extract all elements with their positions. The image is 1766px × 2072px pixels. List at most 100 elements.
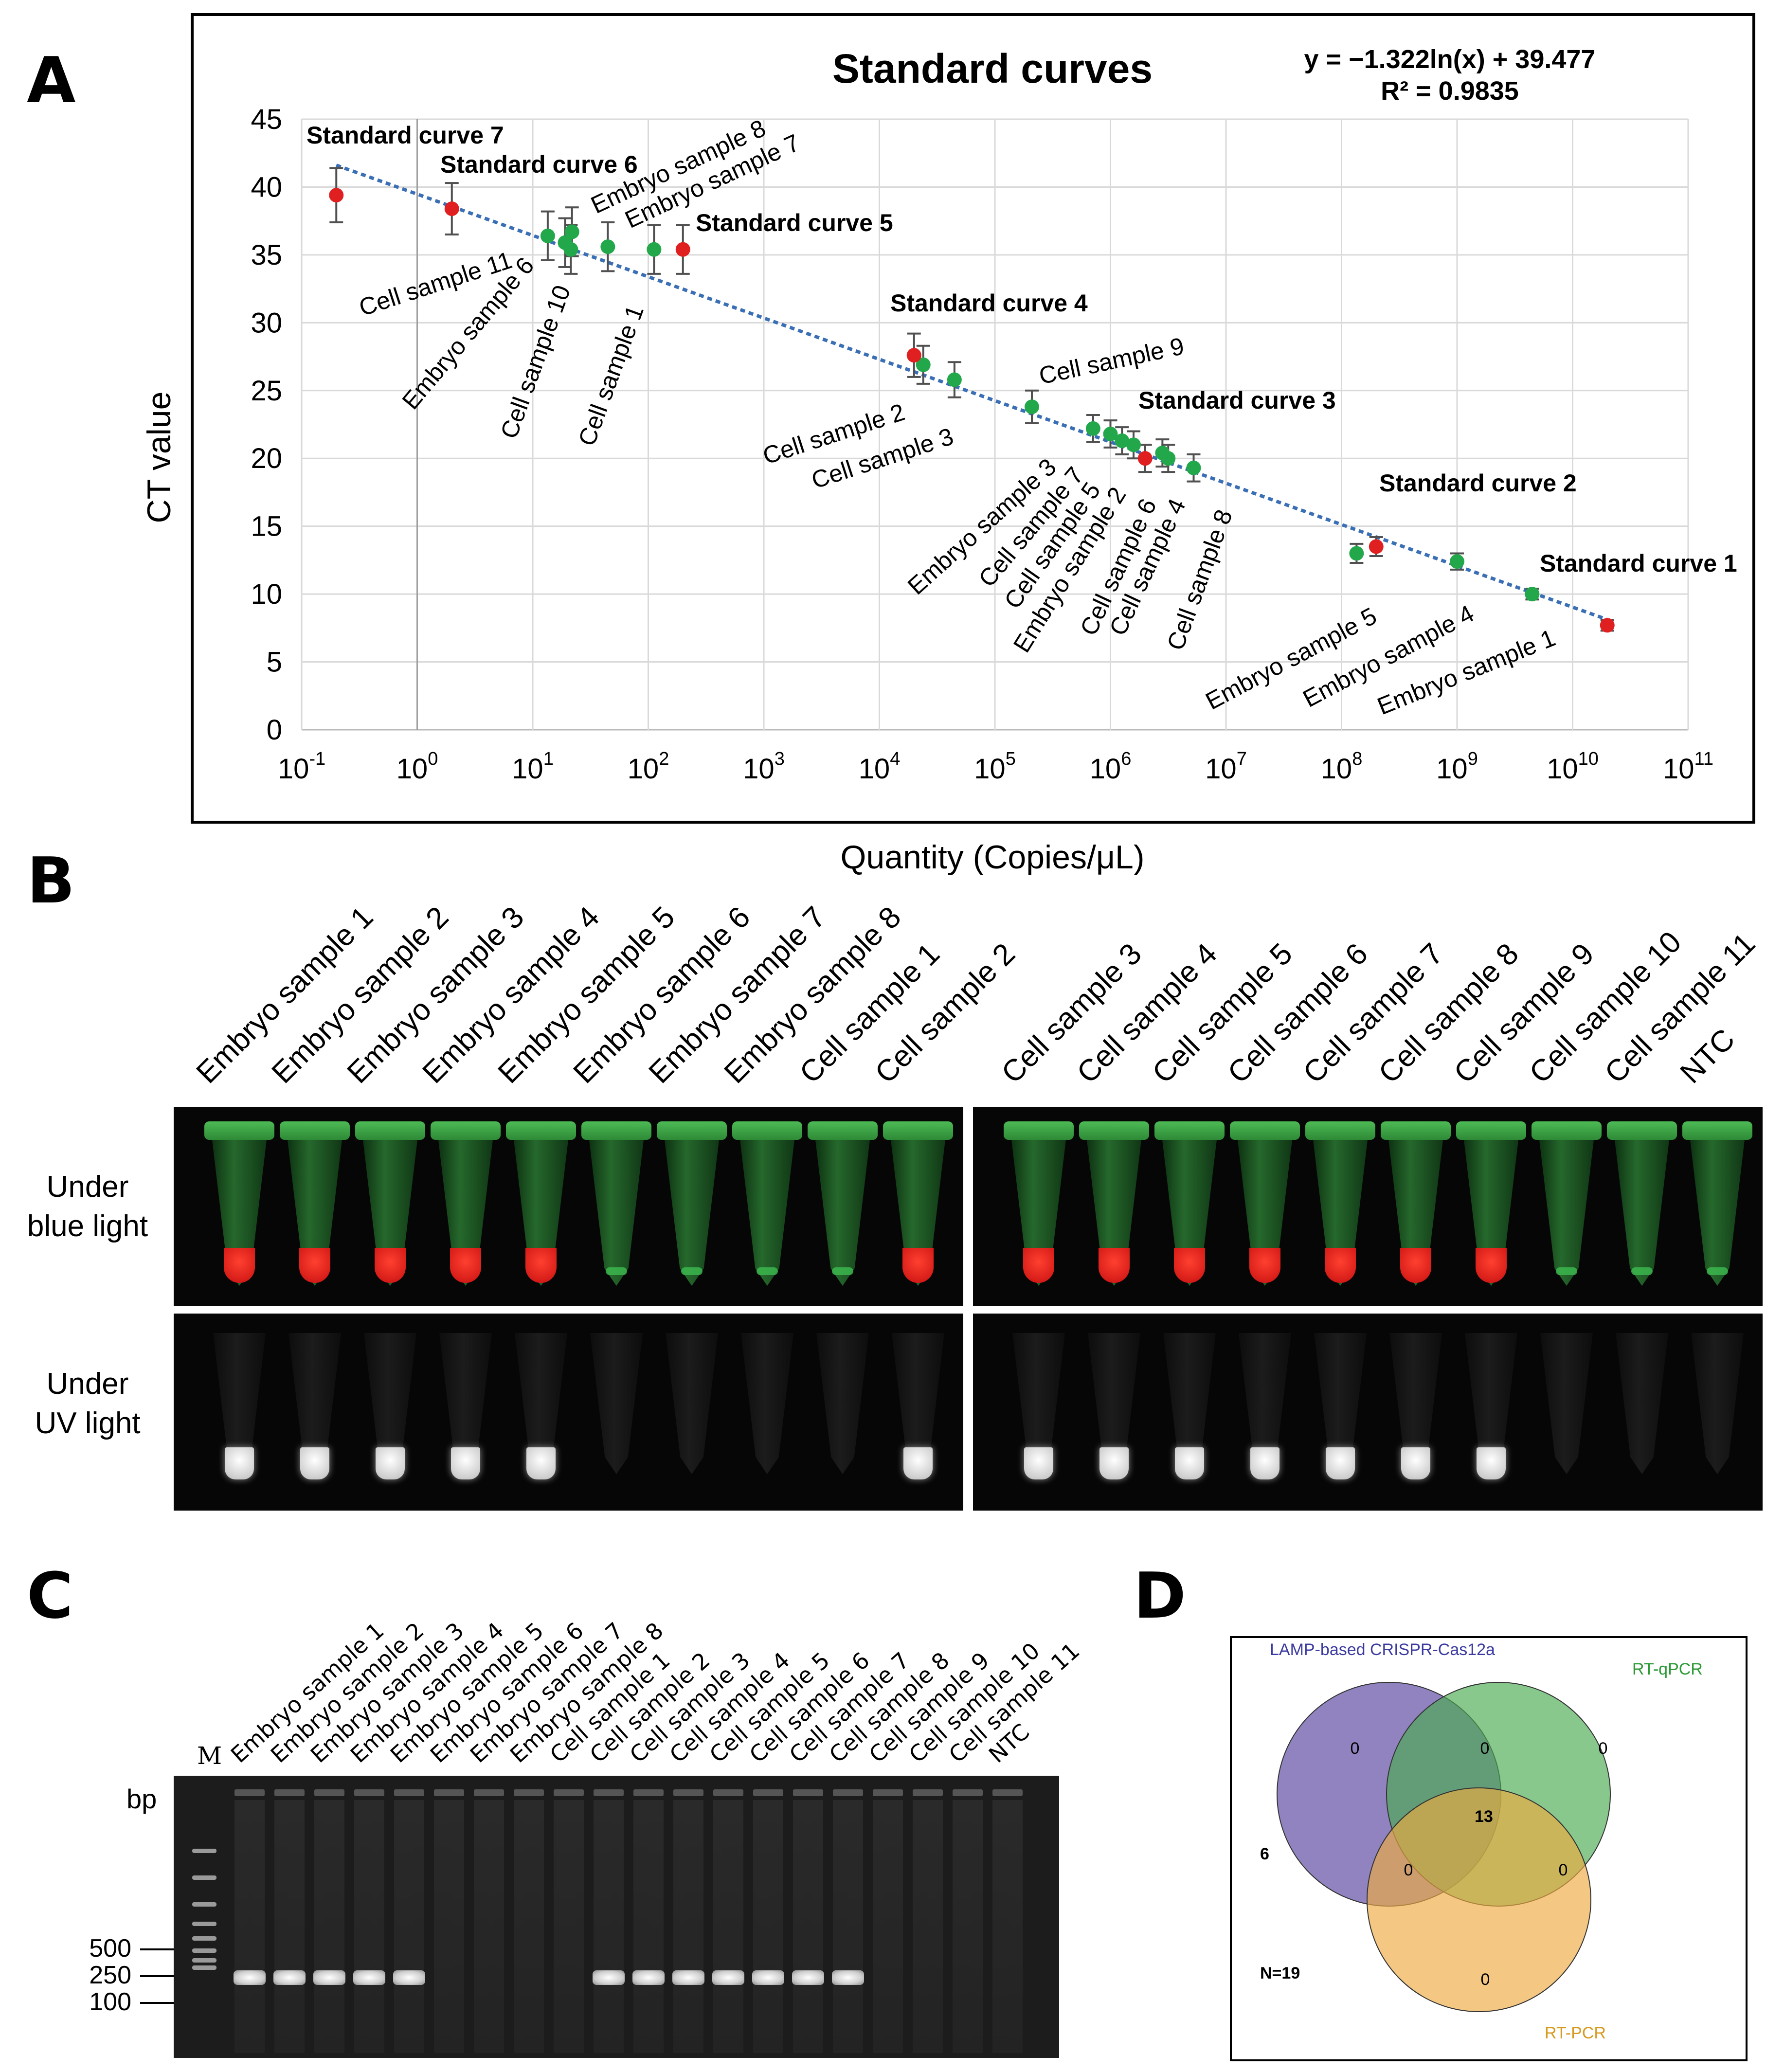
gel-well <box>713 1789 743 1796</box>
gel-bp-500: 500 <box>89 1934 131 1963</box>
sample-point <box>1126 437 1141 452</box>
panel-letter-b: B <box>27 844 75 918</box>
x-axis-label: Quantity (Copies/μL) <box>841 839 1145 876</box>
y-tick-label: 35 <box>251 239 282 271</box>
sample-point <box>1525 587 1540 602</box>
chart-title: Standard curves <box>832 46 1153 91</box>
gel-well <box>673 1789 703 1796</box>
tube-positive-uv <box>512 1323 570 1498</box>
gel-lane <box>753 1800 783 2053</box>
row-label-blue-line2: blue light <box>27 1209 148 1243</box>
venn-count-outside: 6 <box>1260 1845 1269 1863</box>
y-tick-label: 25 <box>251 375 282 407</box>
tube-negative-blue <box>581 1121 651 1297</box>
gel-lane <box>274 1800 305 2053</box>
gel-band <box>752 1970 784 1985</box>
y-axis-label: CT value <box>141 392 178 523</box>
gel-well <box>953 1789 983 1796</box>
venn-count-lamp-rtpcr: 0 <box>1404 1861 1413 1879</box>
gel-band <box>393 1970 425 1985</box>
y-tick-label: 30 <box>251 307 282 339</box>
gel-well <box>594 1789 624 1796</box>
tube-negative-uv <box>813 1323 872 1498</box>
tube-positive-blue <box>1004 1121 1074 1297</box>
row-label-uv-light: Under UV light <box>12 1365 163 1443</box>
sample-point <box>1186 460 1201 475</box>
gel-bp-250: 250 <box>89 1961 131 1989</box>
tube-negative-blue <box>1682 1121 1752 1297</box>
standard-point <box>1137 451 1153 466</box>
gel-well <box>793 1789 823 1796</box>
gel-lane <box>234 1800 265 2053</box>
tube-positive-uv <box>286 1323 344 1498</box>
venn-label-lamp-crispr: LAMP-based CRISPR-Cas12a <box>1270 1640 1495 1659</box>
tube-positive-blue <box>280 1121 350 1297</box>
panel-letter-a: A <box>27 43 76 117</box>
marker-band <box>192 1936 216 1941</box>
y-tick-label: 15 <box>251 511 282 542</box>
gel-well <box>434 1789 464 1796</box>
standard-point <box>906 348 921 363</box>
tube-positive-uv <box>361 1323 419 1498</box>
gel-bp-label: bp <box>126 1784 157 1814</box>
standard-point <box>675 242 690 257</box>
tube-negative-blue <box>732 1121 802 1297</box>
marker-band <box>192 1965 216 1970</box>
venn-label-rt-pcr: RT-PCR <box>1545 2024 1606 2042</box>
sample-point <box>1450 554 1464 569</box>
x-tick-label: 104 <box>859 749 901 785</box>
tube-positive-uv <box>1236 1323 1294 1498</box>
venn-circle-rt-pcr <box>1367 1787 1591 2012</box>
gel-well <box>992 1789 1023 1796</box>
gel-lane <box>673 1800 703 2053</box>
sample-point <box>647 242 662 257</box>
y-tick-label: 0 <box>267 714 282 746</box>
gel-lane <box>554 1800 584 2053</box>
tube-positive-uv <box>1311 1323 1370 1498</box>
sample-point <box>1115 433 1130 448</box>
tube-positive-uv <box>1009 1323 1068 1498</box>
gel-lane <box>514 1800 544 2053</box>
standard-curve-label: Standard curve 6 <box>440 151 638 178</box>
gel-lane <box>713 1800 743 2053</box>
gel-lane <box>793 1800 823 2053</box>
gel-band <box>353 1970 385 1985</box>
tube-positive-uv <box>1160 1323 1219 1498</box>
gel-lane <box>594 1800 624 2053</box>
trendline <box>336 163 1608 621</box>
sample-point <box>564 224 579 239</box>
tube-negative-uv <box>1688 1323 1747 1498</box>
marker-band <box>192 1849 216 1853</box>
y-tick-label: 45 <box>251 104 282 135</box>
y-tick-label: 10 <box>251 578 282 610</box>
sample-point <box>1025 399 1039 414</box>
sample-point <box>540 228 555 243</box>
sample-point <box>1103 427 1118 442</box>
tube-negative-uv <box>738 1323 796 1498</box>
gel-well <box>354 1789 384 1796</box>
gel-well <box>633 1789 664 1796</box>
venn-count-only-lamp: 0 <box>1351 1739 1360 1758</box>
standard-curve-label: Standard curve 7 <box>306 122 504 149</box>
gel-lane <box>474 1800 504 2053</box>
tube-positive-blue <box>204 1121 274 1297</box>
gel-bp-100: 100 <box>89 1988 131 2016</box>
tube-positive-blue <box>883 1121 953 1297</box>
blue-light-photo-right <box>973 1107 1763 1306</box>
gel-band <box>672 1970 704 1985</box>
venn-total: N=19 <box>1260 1964 1300 1982</box>
uv-light-photo-right <box>973 1314 1763 1511</box>
gel-well <box>873 1789 903 1796</box>
standard-curve-label: Standard curve 3 <box>1138 387 1336 414</box>
tube-positive-blue <box>355 1121 425 1297</box>
gel-band <box>832 1970 864 1985</box>
tube-positive-uv <box>889 1323 947 1498</box>
chart-r-squared: R² = 0.9835 <box>1381 76 1519 106</box>
gel-band <box>234 1970 266 1985</box>
venn-label-rt-qpcr: RT-qPCR <box>1632 1660 1703 1678</box>
tube-positive-uv <box>1387 1323 1445 1498</box>
gel-lane <box>833 1800 863 2053</box>
tube-negative-blue <box>1532 1121 1602 1297</box>
